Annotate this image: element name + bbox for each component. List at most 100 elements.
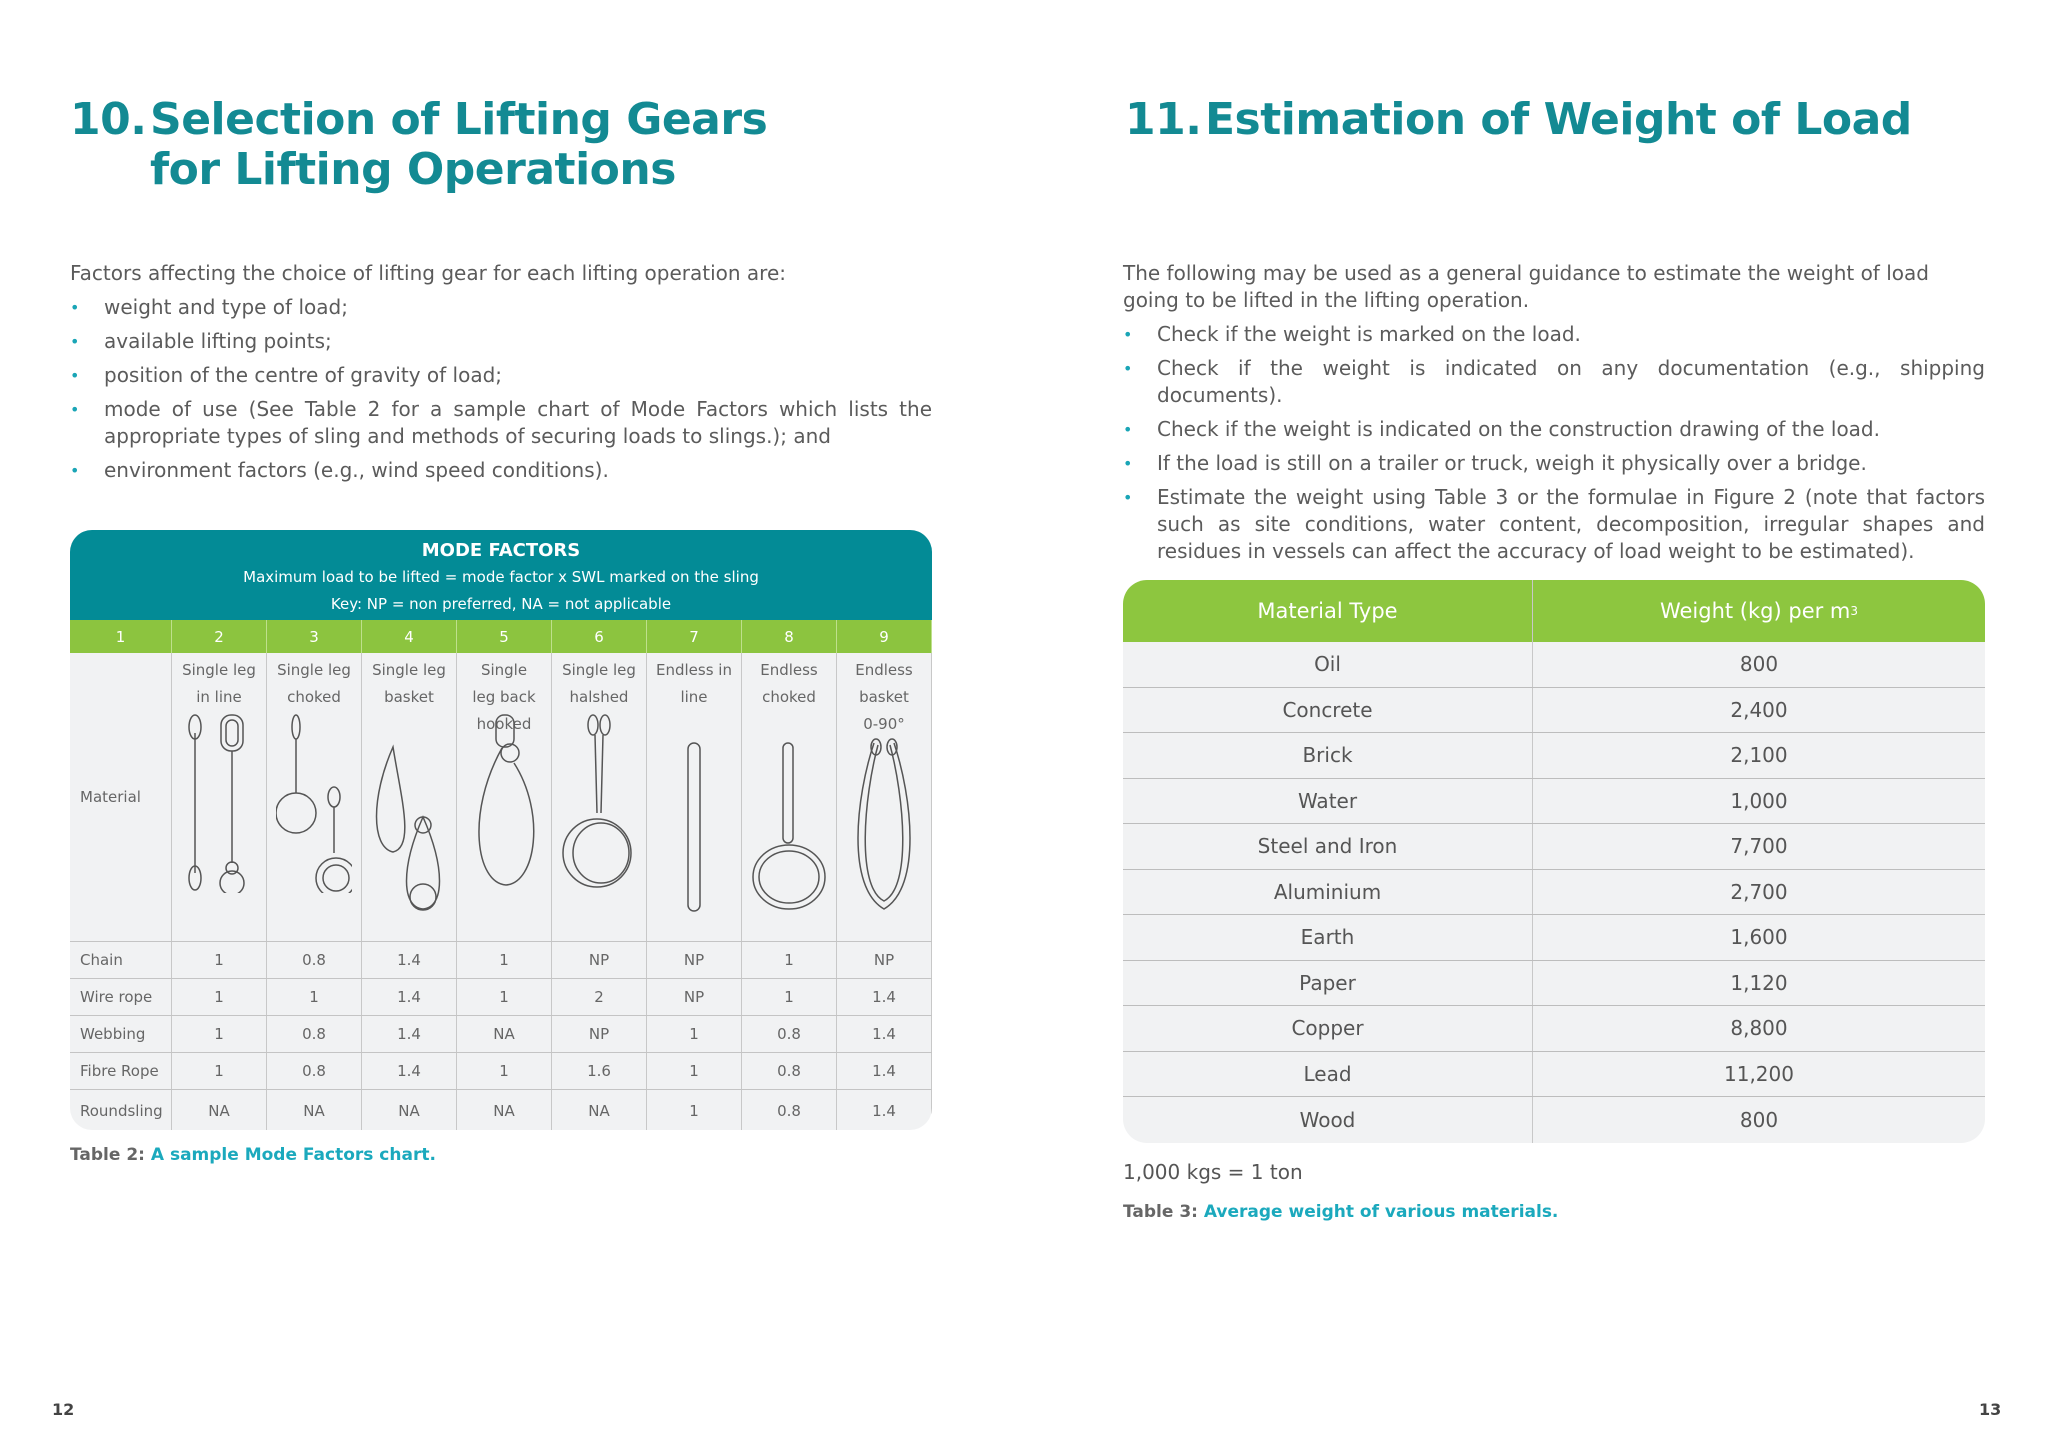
- sling-diagram-icon: [478, 714, 535, 886]
- heading-line-1: Estimation of Weight of Load: [1205, 94, 1912, 145]
- sling-mode-name: Single leg: [277, 661, 351, 679]
- material-name: Wire rope: [70, 979, 172, 1015]
- sling-diagram-icon: [188, 714, 245, 893]
- sling-mode-column: Endless choked: [742, 653, 837, 941]
- caption-label: Table 3:: [1123, 1202, 1198, 1222]
- mode-factors-subtitle: Maximum load to be lifted = mode factor …: [243, 568, 759, 586]
- bullet-text: available lifting points;: [104, 329, 332, 353]
- sling-mode-name: choked: [762, 688, 816, 706]
- right-intro-block: The following may be used as a general g…: [1123, 260, 1985, 565]
- heading-line-2: for Lifting Operations: [150, 144, 676, 195]
- mode-factor-value: NA: [267, 1090, 362, 1130]
- page-number-left: 12: [52, 1400, 75, 1419]
- mode-factor-value: 0.8: [742, 1016, 837, 1052]
- material-type-cell: Water: [1123, 778, 1533, 823]
- mode-factor-value: 1: [457, 1053, 552, 1089]
- column-number: 9: [837, 620, 932, 653]
- left-bullet-list: • weight and type of load; • available lift…: [70, 294, 932, 484]
- material-type-cell: Copper: [1123, 1006, 1533, 1051]
- mode-factor-value: 1: [172, 1016, 267, 1052]
- bullet-item: • If the load is still on a trailer or tr…: [1123, 450, 1985, 477]
- mode-factor-value: NP: [647, 979, 742, 1015]
- mode-factor-value: 1.4: [362, 942, 457, 978]
- table-3-caption: Table 3: Average weight of various mater…: [1123, 1202, 1558, 1222]
- bullet-text: mode of use (See Table 2 for a sample ch…: [104, 397, 932, 448]
- sling-mode-column: Single leg in line: [172, 653, 267, 941]
- mode-factor-row: Roundsling NA NA NA NA NA 1 0.8 1.4: [70, 1089, 932, 1130]
- bullet-item: • weight and type of load;: [70, 294, 932, 321]
- bullet-dot: •: [1123, 488, 1133, 507]
- sling-mode-name: basket: [859, 688, 909, 706]
- mode-factor-value: 1: [742, 979, 837, 1015]
- mode-factor-value: 0.8: [267, 942, 362, 978]
- material-type-cell: Aluminium: [1123, 869, 1533, 914]
- material-type-cell: Earth: [1123, 915, 1533, 960]
- bullet-dot: •: [1123, 454, 1133, 473]
- section-number: 11.: [1125, 94, 1202, 145]
- sling-mode-column: Endless in line: [647, 653, 742, 941]
- sling-diagram-icon: [562, 714, 632, 888]
- bullet-text: environment factors (e.g., wind speed co…: [104, 458, 609, 482]
- column-number: 6: [552, 620, 647, 653]
- bullet-dot: •: [1123, 325, 1133, 344]
- sling-mode-name: halshed: [569, 688, 629, 706]
- mode-factor-value: 1: [647, 1053, 742, 1089]
- bullet-dot: •: [70, 400, 80, 419]
- mode-factor-value: 1: [267, 979, 362, 1015]
- weight-cell: 1,600: [1730, 925, 1788, 950]
- sling-mode-name: Endless in: [656, 661, 732, 679]
- mode-factor-value: 0.8: [267, 1016, 362, 1052]
- section-number: 10.: [70, 94, 147, 145]
- mode-factors-title: MODE FACTORS: [421, 540, 581, 561]
- sling-mode-name: Single leg: [182, 661, 256, 679]
- material-type-cell: Concrete: [1123, 687, 1533, 732]
- weight-cell: 7,700: [1730, 834, 1788, 859]
- caption-text: Average weight of various materials.: [1203, 1202, 1559, 1222]
- bullet-text: position of the centre of gravity of loa…: [104, 363, 503, 387]
- mode-factor-value: 1.4: [362, 1016, 457, 1052]
- material-name: Roundsling: [70, 1090, 172, 1130]
- bullet-dot: •: [70, 332, 80, 351]
- mode-factor-row: Chain 1 0.8 1.4 1 NP NP 1 NP: [70, 941, 932, 978]
- sling-mode-column: Endless basket 0-90°: [837, 653, 932, 941]
- weight-table-row: Lead 11,200: [1123, 1051, 1985, 1097]
- sling-mode-name: line: [680, 688, 708, 706]
- weight-table-row: Paper 1,120: [1123, 960, 1985, 1006]
- mode-factor-value: 1: [172, 979, 267, 1015]
- mode-factor-value: 1: [172, 1053, 267, 1089]
- mode-factor-value: NP: [552, 1016, 647, 1052]
- conversion-note: 1,000 kgs = 1 ton: [1123, 1160, 1303, 1184]
- weight-cell: 11,200: [1724, 1061, 1794, 1086]
- sling-mode-column: Single leg choked: [267, 653, 362, 941]
- mode-factor-value: NA: [172, 1090, 267, 1130]
- material-type-cell: Steel and Iron: [1123, 824, 1533, 869]
- bullet-text: If the load is still on a trailer or tru…: [1157, 451, 1867, 475]
- sling-diagram-icon: [857, 738, 911, 910]
- caption-label: Table 2:: [70, 1145, 145, 1165]
- left-intro-block: Factors affecting the choice of lifting …: [70, 260, 932, 484]
- weight-table-row: Water 1,000: [1123, 778, 1985, 824]
- bullet-text: Estimate the weight using Table 3 or the…: [1157, 485, 1985, 563]
- sling-mode-name: Single leg: [562, 661, 636, 679]
- bullet-text: Check if the weight is indicated on the …: [1157, 417, 1880, 441]
- sling-mode-name: Single: [480, 661, 528, 679]
- column-number: 7: [647, 620, 742, 653]
- mode-factor-value: NP: [647, 942, 742, 978]
- sling-mode-column: Single leg basket: [362, 653, 457, 941]
- bullet-dot: •: [1123, 420, 1133, 439]
- column-number: 4: [362, 620, 457, 653]
- mode-factor-value: 0.8: [742, 1053, 837, 1089]
- bullet-item: • environment factors (e.g., wind speed c…: [70, 457, 932, 484]
- bullet-item: • available lifting points;: [70, 328, 932, 355]
- mode-factor-value: 1.4: [837, 1090, 932, 1130]
- bullet-item: • Check if the weight is indicated on any…: [1123, 355, 1985, 409]
- header-weight-superscript: 3: [1850, 604, 1859, 618]
- mode-factor-value: NA: [457, 1016, 552, 1052]
- mode-factors-key: Key: NP = non preferred, NA = not applic…: [330, 595, 672, 613]
- weight-table-row: Aluminium 2,700: [1123, 869, 1985, 915]
- sling-diagram-icon: [687, 742, 701, 912]
- section-11-heading: 11.Estimation of Weight of Load: [1125, 95, 1912, 145]
- bullet-item: • mode of use (See Table 2 for a sample c…: [70, 396, 932, 450]
- bullet-dot: •: [70, 461, 80, 480]
